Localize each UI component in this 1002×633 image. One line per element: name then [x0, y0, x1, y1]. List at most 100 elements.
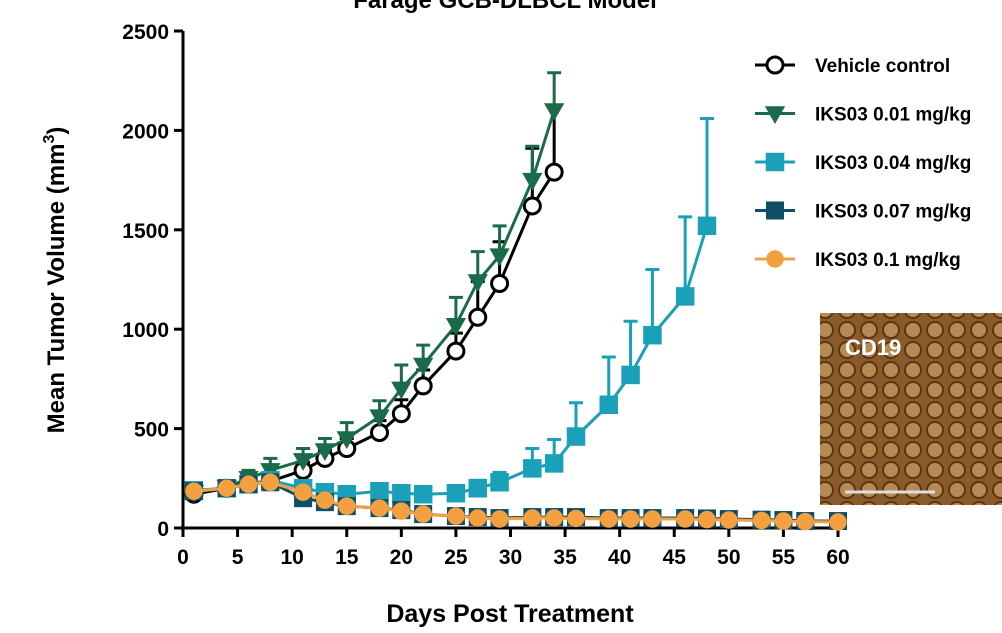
marker [468, 478, 487, 498]
marker [752, 511, 771, 530]
y-tick-label: 2000 [122, 120, 169, 143]
marker [447, 507, 465, 525]
x-tick-label: 20 [390, 546, 413, 569]
marker [599, 395, 618, 414]
legend-label: Vehicle control [815, 56, 950, 77]
marker [239, 475, 258, 494]
marker [392, 483, 411, 503]
marker [446, 341, 466, 361]
marker [523, 509, 542, 527]
marker [621, 365, 640, 385]
legend-label: IKS03 0.01 mg/kg [815, 105, 971, 126]
error-bar [645, 268, 660, 336]
y-axis-label: Mean Tumor Volume (mm3) [41, 127, 70, 434]
y-tick-label: 1500 [122, 220, 169, 243]
marker [446, 483, 466, 503]
y-label-end: ) [43, 127, 70, 135]
marker [185, 482, 203, 500]
x-axis-label: Days Post Treatment [386, 600, 634, 628]
x-tick-label: 60 [826, 546, 849, 569]
error-bar [678, 215, 693, 297]
marker [413, 484, 433, 504]
marker [490, 473, 509, 492]
marker [766, 250, 784, 268]
marker [544, 103, 565, 122]
marker [370, 481, 389, 501]
marker [469, 509, 487, 527]
x-tick-label: 35 [553, 546, 577, 569]
marker [314, 443, 336, 461]
marker [490, 273, 510, 293]
marker [338, 497, 356, 515]
marker [391, 404, 411, 424]
marker [765, 55, 785, 75]
marker [643, 325, 662, 345]
marker [336, 431, 357, 450]
marker [490, 510, 509, 528]
marker [566, 427, 586, 446]
marker [294, 483, 312, 501]
legend-label: IKS03 0.07 mg/kg [815, 202, 971, 223]
series-line [193, 171, 556, 496]
legend-label: IKS03 0.1 mg/kg [815, 250, 961, 271]
marker [675, 287, 695, 306]
marker [676, 510, 694, 528]
error-bar [700, 116, 714, 226]
marker [544, 162, 564, 182]
marker [720, 511, 738, 529]
chart-title: Farage GCB-DLBCL Model [353, 0, 657, 14]
marker [621, 510, 640, 528]
marker [391, 381, 412, 400]
marker [369, 409, 390, 428]
marker [600, 510, 618, 528]
x-tick-label: 40 [608, 546, 631, 569]
x-tick-label: 50 [717, 546, 740, 569]
marker [522, 196, 542, 216]
y-tick-label: 500 [134, 419, 169, 442]
marker [316, 491, 334, 509]
x-tick-label: 0 [177, 546, 189, 569]
y-label-text: Mean Tumor Volume (mm [43, 144, 70, 434]
x-tick-label: 45 [663, 546, 687, 569]
y-tick-label: 1000 [122, 319, 169, 342]
marker [522, 172, 543, 191]
series [184, 105, 564, 504]
legend-label: IKS03 0.04 mg/kg [815, 153, 971, 174]
marker [261, 473, 280, 492]
marker [392, 502, 411, 520]
marker [766, 201, 784, 220]
marker [829, 513, 847, 531]
marker [765, 152, 785, 172]
marker [643, 510, 662, 528]
marker [413, 357, 434, 376]
marker [774, 512, 793, 530]
inset-texture [820, 313, 1002, 505]
inset-label: CD19 [845, 335, 901, 360]
x-tick-label: 15 [335, 546, 359, 569]
x-tick-label: 30 [499, 546, 522, 569]
x-tick-label: 55 [772, 546, 796, 569]
marker [413, 376, 433, 396]
marker [445, 317, 467, 336]
x-tick-label: 25 [444, 546, 468, 569]
marker [217, 479, 236, 497]
y-label-sup: 3 [41, 135, 58, 144]
marker [292, 453, 314, 471]
marker [370, 499, 389, 517]
marker [544, 454, 564, 473]
marker [523, 459, 542, 478]
marker [764, 106, 786, 125]
y-tick-label: 2500 [122, 21, 169, 44]
marker [489, 248, 510, 267]
marker [796, 512, 814, 531]
marker [567, 509, 585, 528]
series [184, 116, 717, 504]
x-tick-label: 10 [280, 546, 303, 569]
marker [468, 307, 488, 327]
series [185, 473, 847, 531]
marker [545, 509, 563, 527]
marker [414, 505, 432, 523]
marker [697, 216, 717, 236]
marker [698, 510, 716, 529]
